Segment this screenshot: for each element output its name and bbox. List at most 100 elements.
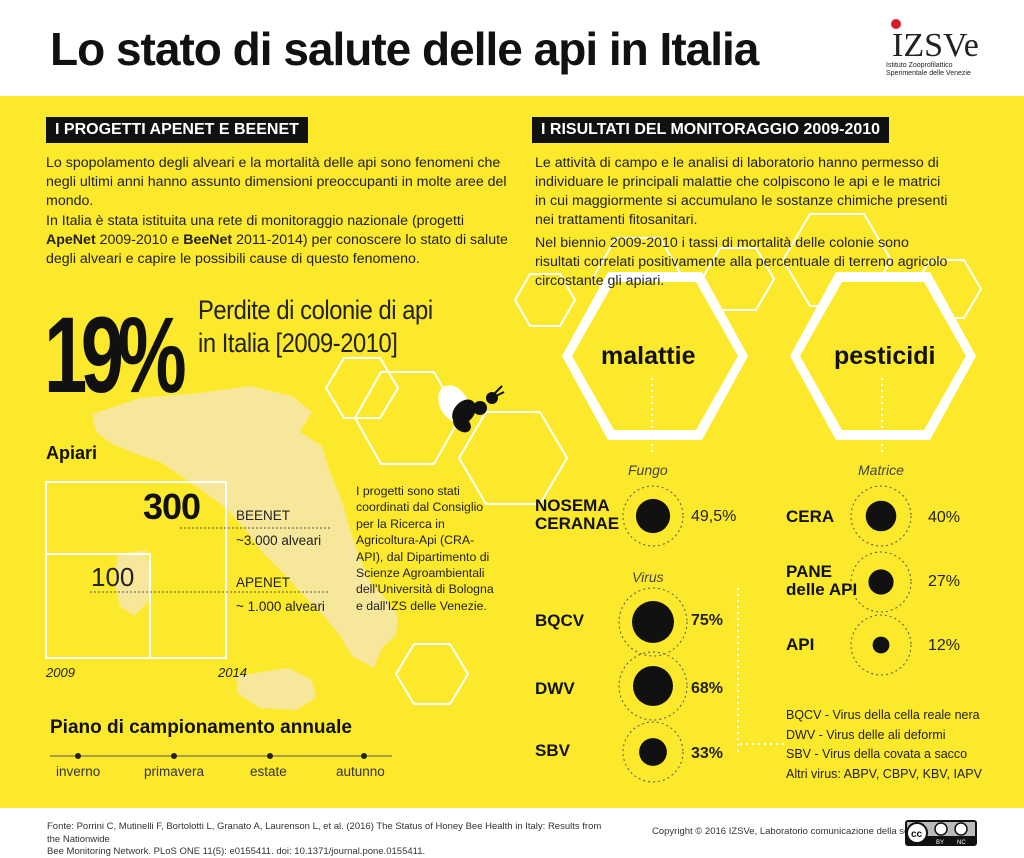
logo-letters: IZSVe (892, 27, 979, 62)
nosema-marker (635, 498, 671, 534)
nosema-label: NOSEMA CERANAE (535, 497, 619, 533)
hexagon-malattie-inner (572, 282, 738, 430)
cera-marker (865, 500, 897, 532)
beenet-label: BEENET (236, 508, 291, 523)
footer: Fonte: Porrini C, Mutinelli F, Bortolott… (0, 808, 1024, 858)
beenet-hives: ~3.000 alveari (236, 533, 322, 548)
apiari-title: Apiari (46, 443, 98, 463)
timeline-dot (171, 753, 177, 759)
izsve-logo: IZSVe Istituto Zooprofilattico Speriment… (886, 16, 996, 86)
year-end: 2014 (218, 665, 247, 680)
results-paragraph: Le attività di campo e le analisi di lab… (535, 155, 948, 228)
timeline-dot (75, 753, 81, 759)
loss-label-line-2: in Italia [2009-2010] (198, 328, 398, 358)
cera-label: CERA (786, 507, 835, 526)
pane-marker (868, 569, 894, 595)
loss-label: Perdite di colonie di api in Italia [200… (198, 294, 433, 360)
pane-value: 27% (928, 573, 961, 590)
season-inverno: inverno (56, 764, 101, 779)
logo-caption: Istituto Zooprofilattico Sperimentale de… (886, 62, 971, 78)
value-markers (632, 498, 897, 766)
pesticidi-label: pesticidi (834, 342, 936, 370)
hexagon-outline (394, 643, 470, 705)
mortality-paragraph: Nel biennio 2009-2010 i tassi di mortali… (535, 235, 948, 289)
virus-label: Virus (632, 569, 664, 585)
beenet-name: BeeNet (183, 232, 233, 248)
season-autunno: autunno (336, 764, 385, 779)
api-label: API (786, 635, 815, 654)
hexagon-pesticidi-inner (800, 282, 966, 430)
section-title-risultati: I RISULTATI DEL MONITORAGGIO 2009-2010 (532, 117, 890, 143)
dwv-label: DWV (535, 679, 575, 698)
section-title-progetti: I PROGETTI APENET E BEENET (46, 117, 308, 143)
source-line-2: Bee Monitoring Network. PLoS ONE 11(5): … (47, 846, 426, 857)
year-start: 2009 (46, 665, 75, 680)
license-by: BY (936, 840, 944, 846)
malattie-label: malattie (601, 342, 696, 370)
hexagon-outline (353, 371, 462, 465)
dwv-value: 68% (691, 680, 724, 697)
pane-label: PANE delle API (786, 563, 857, 599)
network-text-b: 2009-2010 e (95, 232, 184, 248)
nosema-line-1: NOSEMA (535, 496, 610, 515)
logo-line-1: Istituto Zooprofilattico (886, 62, 953, 69)
italy-map (92, 386, 398, 710)
nosema-value: 49,5% (691, 508, 737, 525)
logo-line-2: Sperimentale delle Venezie (886, 70, 971, 77)
season-primavera: primavera (144, 764, 205, 779)
hexagon-outline (513, 273, 577, 327)
legend-item: DWV - Virus delle ali deformi (786, 727, 946, 742)
sampling-plan-title: Piano di campionamento annuale (50, 717, 352, 738)
fungo-label: Fungo (628, 462, 668, 478)
coordination-note: I progetti sono stati coordinati dal Con… (356, 484, 494, 613)
apenet-box (45, 553, 151, 659)
matrice-label: Matrice (858, 462, 904, 478)
timeline-dot (267, 753, 273, 759)
copyright: Copyright © 2016 IZSVe, Laboratorio comu… (652, 826, 935, 837)
network-paragraph: In Italia è stata istituita una rete di … (46, 212, 508, 269)
loss-value: 19% (44, 294, 187, 415)
pane-line-1: PANE (786, 562, 832, 581)
sbv-marker (639, 738, 667, 766)
apenet-label: APENET (236, 575, 291, 590)
apenet-name: ApeNet (46, 232, 96, 248)
license-nc: NC (957, 840, 966, 846)
apenet-hives: ~ 1.000 alveari (236, 599, 325, 614)
api-marker (872, 636, 890, 654)
legend-item: Altri virus: ABPV, CBPV, KBV, IAPV (786, 766, 982, 781)
legend-item: SBV - Virus della covata a sacco (786, 747, 968, 761)
content-area: I PROGETTI APENET E BEENET Lo spopolamen… (0, 96, 1024, 808)
intro-paragraph: Lo spopolamento degli alveari e la morta… (46, 155, 507, 209)
loss-label-line-1: Perdite di colonie di api (198, 295, 433, 325)
apenet-count: 100 (91, 562, 135, 592)
dwv-marker (633, 666, 673, 706)
bqcv-value: 75% (691, 612, 724, 629)
title-bar: Lo stato di salute delle api in Italia I… (0, 0, 1024, 96)
hexagon-outline (457, 411, 569, 505)
creative-commons-icon: cc BY NC (905, 820, 977, 846)
source-citation: Fonte: Porrini C, Mutinelli F, Bortolott… (47, 821, 607, 858)
season-estate: estate (250, 764, 287, 779)
logo-mark: IZSVe (891, 19, 979, 64)
sbv-value: 33% (691, 745, 724, 762)
svg-text:cc: cc (911, 829, 923, 840)
sbv-label: SBV (535, 741, 570, 760)
background-graphics (45, 213, 983, 783)
network-text-c: 2011-2014) per conoscere lo stato di sal… (46, 232, 508, 267)
cera-value: 40% (928, 509, 961, 526)
bqcv-label: BQCV (535, 611, 585, 630)
api-value: 12% (928, 637, 961, 654)
source-line-1: Fonte: Porrini C, Mutinelli F, Bortolott… (47, 821, 602, 845)
page-title: Lo stato di salute delle api in Italia (50, 23, 759, 75)
legend-item: BQCV - Virus della cella reale nera (786, 708, 980, 722)
hexagon-outline (324, 357, 400, 419)
virus-legend: BQCV - Virus della cella reale nera DWV … (786, 706, 982, 784)
network-text-a: In Italia è stata istituita una rete di … (46, 213, 464, 229)
nosema-line-2: CERANAE (535, 514, 620, 533)
beenet-count: 300 (143, 486, 201, 527)
bqcv-marker (632, 601, 674, 643)
timeline-dot (361, 753, 367, 759)
pane-line-2: delle API (786, 580, 858, 599)
bee-icon (438, 385, 505, 433)
